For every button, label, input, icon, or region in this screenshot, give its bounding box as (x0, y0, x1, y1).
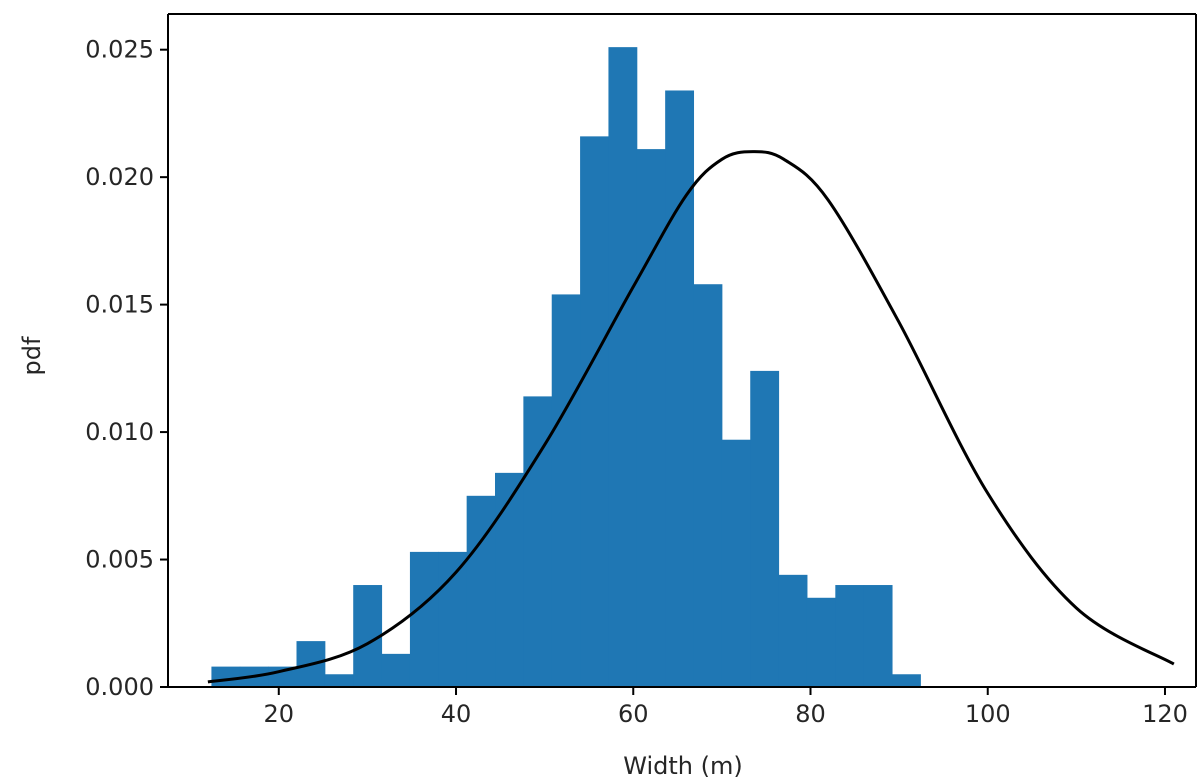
histogram-bar-15 (636, 149, 666, 687)
histogram-bar-9 (466, 495, 496, 687)
histogram-bar-17 (693, 284, 723, 687)
histogram-bar-0 (211, 666, 241, 687)
histogram-bar-6 (381, 653, 411, 687)
histogram-bar-12 (551, 294, 581, 687)
x-tick-label: 80 (795, 700, 826, 728)
x-tick-label: 60 (618, 700, 649, 728)
histogram-bar-7 (409, 551, 439, 687)
histogram-bar-4 (324, 674, 354, 687)
histogram-bar-22 (835, 585, 865, 687)
pdf-curve (207, 150, 1175, 684)
x-tick-label: 40 (441, 700, 472, 728)
histogram-bar-13 (580, 136, 609, 687)
histogram-bar-16 (665, 90, 695, 687)
histogram-bar-18 (721, 439, 751, 687)
histogram-bar-14 (608, 47, 638, 688)
y-tick-label: 0.010 (85, 418, 154, 446)
y-tick-label: 0.025 (85, 36, 154, 64)
x-tick-label: 20 (264, 700, 295, 728)
histogram-bar-10 (495, 472, 524, 687)
pdf-curve-layer (207, 150, 1175, 684)
x-tick-label: 120 (1142, 700, 1188, 728)
y-tick-label: 0.005 (85, 546, 154, 574)
y-axis-label: pdf (18, 336, 46, 375)
histogram-bar-24 (892, 674, 921, 687)
histogram-bar-19 (750, 370, 780, 687)
y-tick-label: 0.015 (85, 291, 154, 319)
axes (167, 13, 1197, 688)
histogram-bar-21 (806, 597, 836, 687)
histogram-bar-8 (438, 551, 468, 687)
y-tick-label: 0.020 (85, 163, 154, 191)
y-tick-label: 0.000 (85, 673, 154, 701)
x-axis-label: Width (m) (623, 752, 742, 780)
histogram-bar-20 (778, 574, 808, 687)
x-tick-label: 100 (965, 700, 1011, 728)
tick-marks: 20 40 60 80 100 120 0.000 0.005 0.010 0.015 0.020 0… (85, 36, 1188, 728)
histogram-bar-5 (353, 585, 383, 687)
histogram-bar-23 (863, 585, 893, 687)
histogram-bar-11 (523, 396, 553, 687)
histogram-bars (211, 47, 921, 688)
